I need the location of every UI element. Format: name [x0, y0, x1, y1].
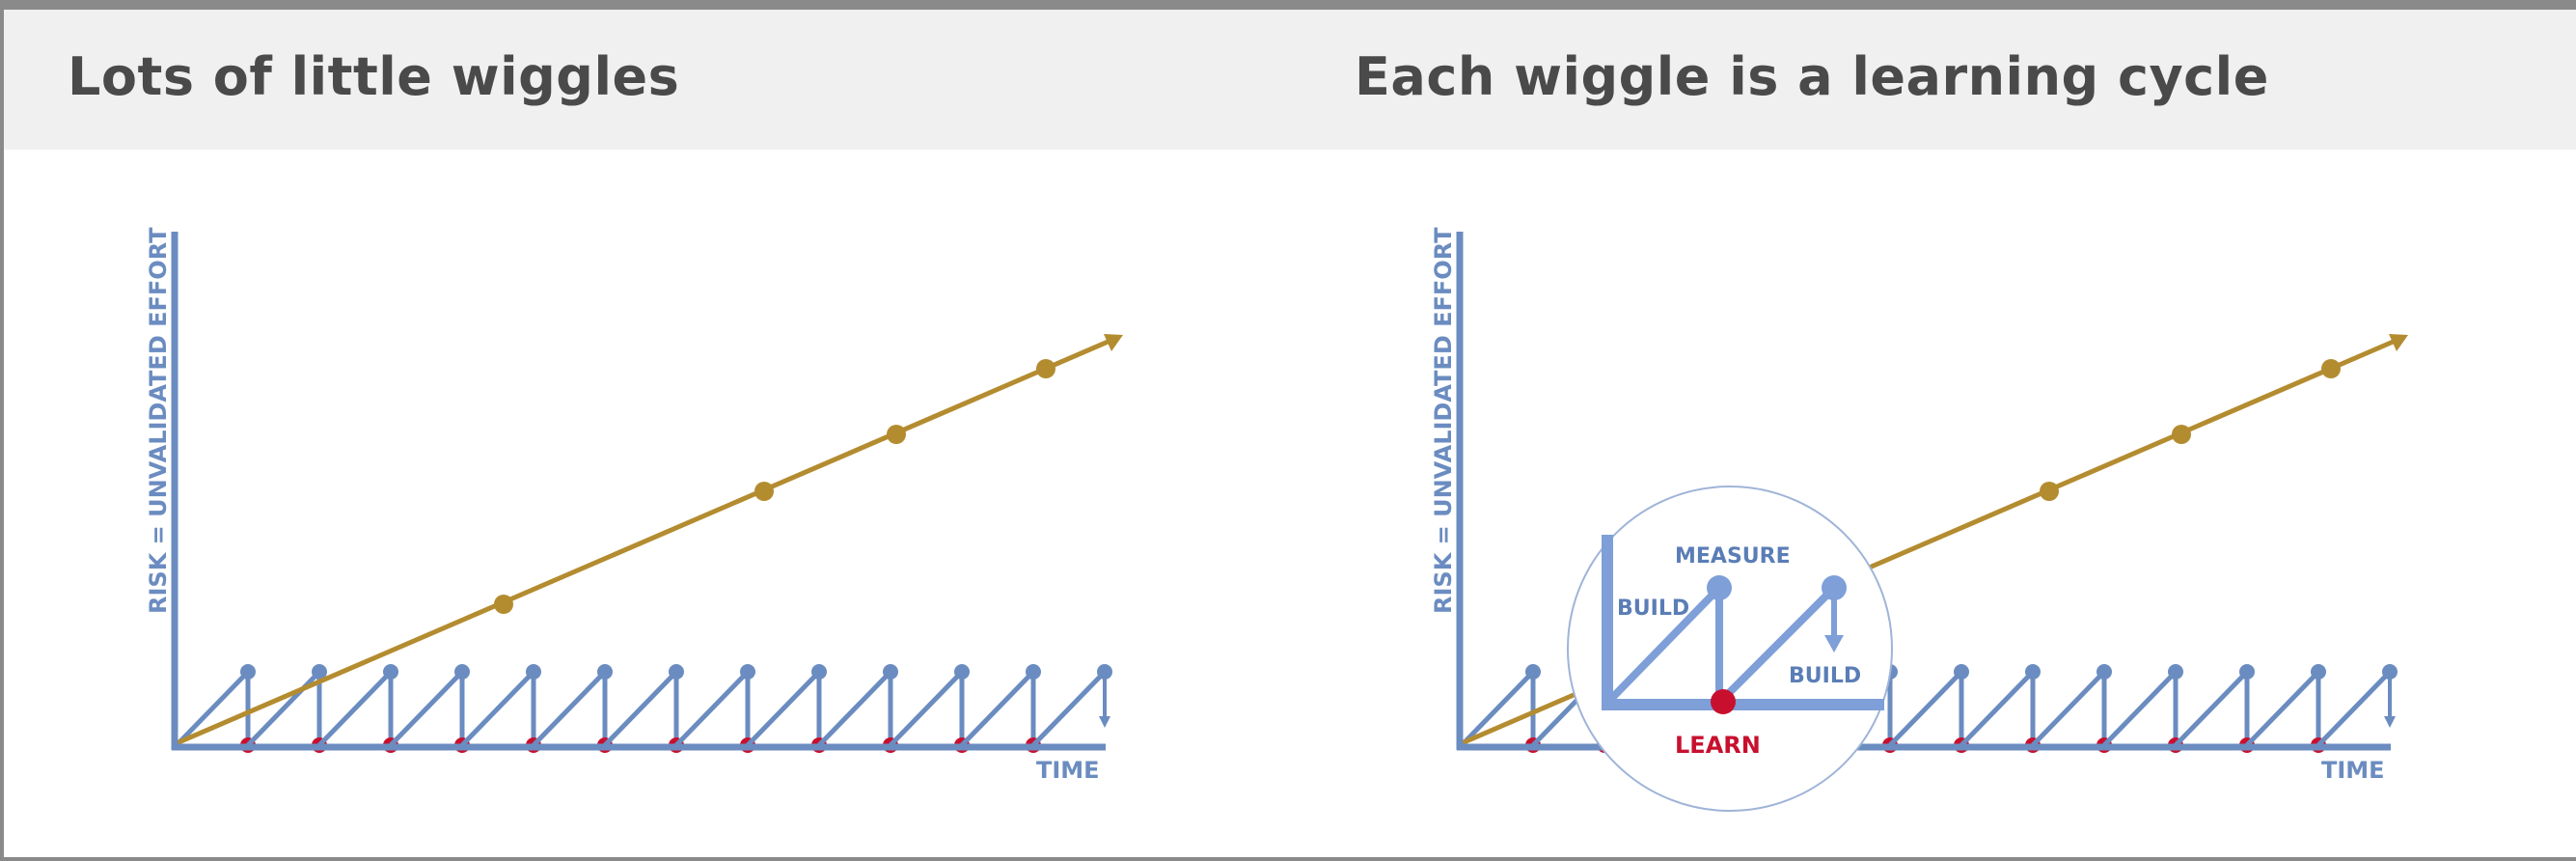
- zoom-measure-dot: [1707, 575, 1732, 600]
- x-axis-label-right: TIME: [2321, 757, 2385, 784]
- trend-dot: [1036, 359, 1055, 378]
- measure-dot: [312, 664, 327, 680]
- measure-dot: [883, 664, 898, 680]
- measure-dot: [669, 664, 684, 680]
- build-diagonal: [817, 670, 892, 747]
- measure-dot: [454, 664, 470, 680]
- build-diagonal: [175, 670, 250, 747]
- zoom-build-label-1: BUILD: [1617, 597, 1689, 621]
- y-axis-label-left: RISK = UNVALIDATED EFFORT: [145, 227, 172, 614]
- panel-title-left: Lots of little wiggles: [68, 46, 680, 107]
- build-diagonal: [246, 670, 321, 747]
- measure-dot: [2168, 664, 2183, 680]
- measure-dot: [2382, 664, 2398, 680]
- trend-dot: [494, 595, 513, 614]
- build-diagonal: [603, 670, 678, 747]
- build-diagonal: [2245, 670, 2320, 747]
- trend-line-left: [176, 334, 1123, 746]
- trend-dot: [887, 425, 906, 444]
- trend-dot: [2040, 482, 2059, 501]
- measure-dot: [811, 664, 827, 680]
- down-arrow-icon: [2384, 716, 2396, 728]
- build-diagonal: [960, 670, 1035, 747]
- trend-dot: [2172, 425, 2191, 444]
- trend-dot: [2321, 359, 2341, 378]
- measure-dot: [526, 664, 541, 680]
- trend-line: [176, 334, 1120, 746]
- measure-dot: [1097, 664, 1112, 680]
- measure-dot: [240, 664, 256, 680]
- panel-left: RISK = UNVALIDATED EFFORT TIME: [145, 227, 1123, 784]
- measure-dot: [1954, 664, 1969, 680]
- measure-dot: [2025, 664, 2041, 680]
- build-diagonal: [389, 670, 464, 747]
- build-diagonal: [1460, 670, 1535, 747]
- build-diagonal: [1031, 670, 1107, 747]
- zoom-build-diagonal: [1720, 585, 1837, 702]
- measure-dot: [597, 664, 613, 680]
- zoom-wiggle-graphic: [1602, 535, 1884, 714]
- build-diagonal: [317, 670, 393, 747]
- build-diagonal: [532, 670, 607, 747]
- y-axis-label-right: RISK = UNVALIDATED EFFORT: [1430, 227, 1457, 614]
- measure-dot: [2096, 664, 2112, 680]
- build-diagonal: [2031, 670, 2106, 747]
- panel-right: RISK = UNVALIDATED EFFORT TIME BUILD MEA…: [1430, 227, 2408, 812]
- build-diagonal: [746, 670, 821, 747]
- measure-dot: [740, 664, 755, 680]
- x-axis-label-left: TIME: [1036, 757, 1100, 784]
- panel-title-right: Each wiggle is a learning cycle: [1355, 46, 2269, 107]
- header-band: Lots of little wiggles Each wiggle is a …: [4, 10, 2576, 150]
- zoom-build-label-2: BUILD: [1789, 664, 1861, 688]
- build-diagonal: [460, 670, 535, 747]
- zoom-build-diagonal: [1608, 585, 1722, 702]
- build-diagonal: [2316, 670, 2392, 747]
- zoom-circle: [1567, 486, 1893, 812]
- zoom-learn-label: LEARN: [1675, 732, 1761, 759]
- build-diagonal: [1959, 670, 2035, 747]
- measure-dot: [954, 664, 970, 680]
- build-diagonal: [2102, 670, 2178, 747]
- down-arrow-icon: [1099, 716, 1110, 728]
- axes-left: [171, 232, 1106, 751]
- wiggle-series-left: [175, 664, 1112, 753]
- trend-arrow-icon: [1104, 334, 1123, 351]
- down-arrow-icon: [1824, 635, 1844, 653]
- zoom-magnifier: BUILD MEASURE BUILD LEARN: [1567, 486, 1893, 812]
- build-diagonal: [1888, 670, 1963, 747]
- measure-dot: [1026, 664, 1041, 680]
- zoom-measure-dot: [1822, 575, 1847, 600]
- measure-dot: [383, 664, 398, 680]
- trend-dot: [754, 482, 774, 501]
- build-diagonal: [2174, 670, 2249, 747]
- measure-dot: [2239, 664, 2255, 680]
- measure-dot: [1525, 664, 1541, 680]
- build-diagonal: [674, 670, 750, 747]
- measure-dot: [2311, 664, 2326, 680]
- zoom-learn-dot: [1711, 689, 1736, 714]
- build-diagonal: [889, 670, 964, 747]
- zoom-measure-label: MEASURE: [1675, 544, 1791, 569]
- trend-arrow-icon: [2389, 334, 2408, 351]
- figure-frame: Lots of little wiggles Each wiggle is a …: [4, 10, 2576, 857]
